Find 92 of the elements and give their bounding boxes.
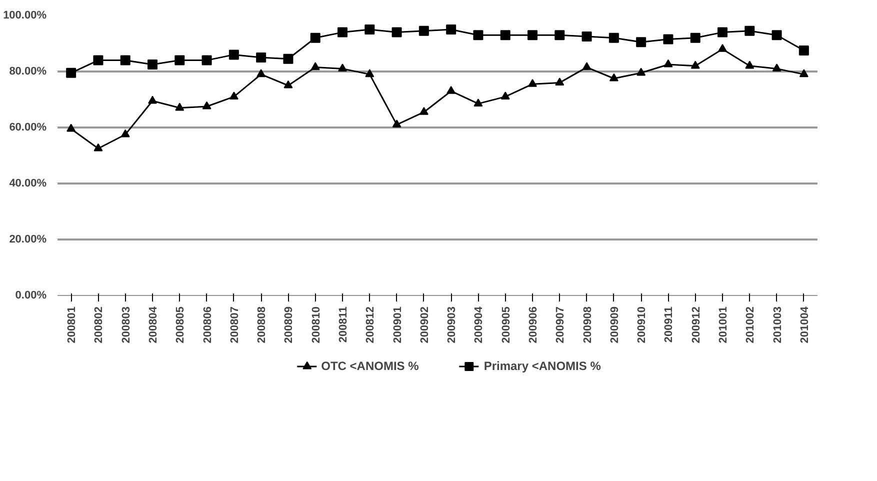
- point: [446, 86, 456, 94]
- point: [66, 124, 76, 132]
- point: [528, 78, 537, 87]
- point: [120, 55, 130, 66]
- point: [798, 46, 809, 56]
- x-tick-label: 200807: [228, 306, 241, 344]
- point: [120, 129, 130, 138]
- x-tick-label: 200810: [310, 306, 322, 344]
- x-tick-label: 200905: [500, 306, 512, 344]
- point: [364, 24, 375, 34]
- point: [718, 44, 727, 52]
- point: [744, 26, 755, 36]
- point: [636, 37, 646, 48]
- x-tick-label: 200804: [148, 306, 160, 344]
- x-tick-label: 200805: [174, 306, 187, 344]
- legend-label: OTC <ANOMIS %: [321, 359, 419, 373]
- point: [690, 60, 700, 69]
- x-tick-label: 201003: [772, 306, 784, 344]
- y-tick-label: 100.00%: [3, 10, 47, 22]
- point: [148, 96, 157, 104]
- x-tick-label: 200907: [554, 306, 567, 344]
- y-tick-label: 80.00%: [9, 66, 47, 78]
- point: [664, 59, 673, 68]
- point: [310, 62, 320, 70]
- x-tick-label: 200909: [608, 306, 621, 344]
- point: [799, 69, 808, 78]
- point: [555, 78, 564, 86]
- point: [582, 62, 592, 70]
- point: [365, 69, 374, 78]
- x-tick-label: 200806: [202, 306, 214, 344]
- point: [554, 30, 565, 40]
- y-tick-label: 20.00%: [9, 234, 47, 246]
- point: [582, 32, 592, 42]
- x-tick-label: 200808: [256, 306, 268, 344]
- point: [256, 69, 266, 78]
- point: [310, 32, 320, 43]
- x-tick-label: 201001: [718, 306, 730, 344]
- point: [392, 120, 402, 128]
- point: [772, 30, 782, 40]
- x-tick-label: 200802: [93, 306, 106, 344]
- point: [473, 30, 484, 40]
- x-tick-label: 200811: [338, 306, 350, 343]
- point: [500, 92, 510, 100]
- point: [418, 26, 429, 36]
- point: [500, 30, 510, 40]
- x-tick-label: 200906: [528, 306, 540, 344]
- x-tick-label: 200904: [473, 306, 486, 344]
- x-tick-label: 200812: [364, 306, 377, 344]
- x-tick-label: 200912: [690, 306, 702, 344]
- point: [93, 55, 104, 66]
- point: [175, 102, 184, 111]
- x-tick-label: 200809: [283, 306, 296, 344]
- point: [174, 55, 185, 66]
- point: [202, 101, 212, 110]
- x-tick-label: 201004: [798, 306, 811, 344]
- legend-label: Primary <ANOMIS %: [484, 359, 601, 373]
- point: [718, 27, 728, 38]
- point: [229, 92, 238, 100]
- x-tick-label: 200902: [418, 306, 431, 344]
- point: [338, 64, 347, 72]
- x-tick-label: 200903: [446, 306, 458, 344]
- point: [202, 55, 212, 66]
- point: [228, 50, 239, 60]
- point: [608, 32, 619, 43]
- point: [283, 54, 294, 64]
- x-tick-label: 200908: [582, 306, 594, 344]
- point: [474, 98, 483, 107]
- point: [66, 68, 76, 78]
- point: [256, 52, 266, 62]
- point: [419, 106, 428, 115]
- point: [338, 27, 348, 38]
- x-tick-label: 200910: [636, 306, 648, 344]
- x-tick-label: 200901: [392, 306, 404, 344]
- point: [284, 80, 293, 88]
- point: [528, 30, 538, 40]
- point: [772, 64, 782, 72]
- point: [690, 32, 700, 43]
- point: [148, 60, 158, 70]
- point: [446, 24, 456, 34]
- x-tick-label: 200911: [663, 306, 676, 343]
- point: [663, 34, 674, 44]
- point: [609, 73, 618, 82]
- y-tick-label: 60.00%: [9, 122, 47, 134]
- point: [745, 60, 754, 69]
- y-tick-label: 40.00%: [9, 178, 47, 190]
- x-tick-label: 200803: [120, 306, 132, 344]
- point: [94, 143, 103, 152]
- y-tick-label: 0.00%: [15, 290, 47, 302]
- x-tick-label: 201002: [744, 306, 757, 344]
- point: [636, 68, 646, 76]
- x-tick-label: 200801: [66, 306, 78, 344]
- point: [392, 27, 402, 38]
